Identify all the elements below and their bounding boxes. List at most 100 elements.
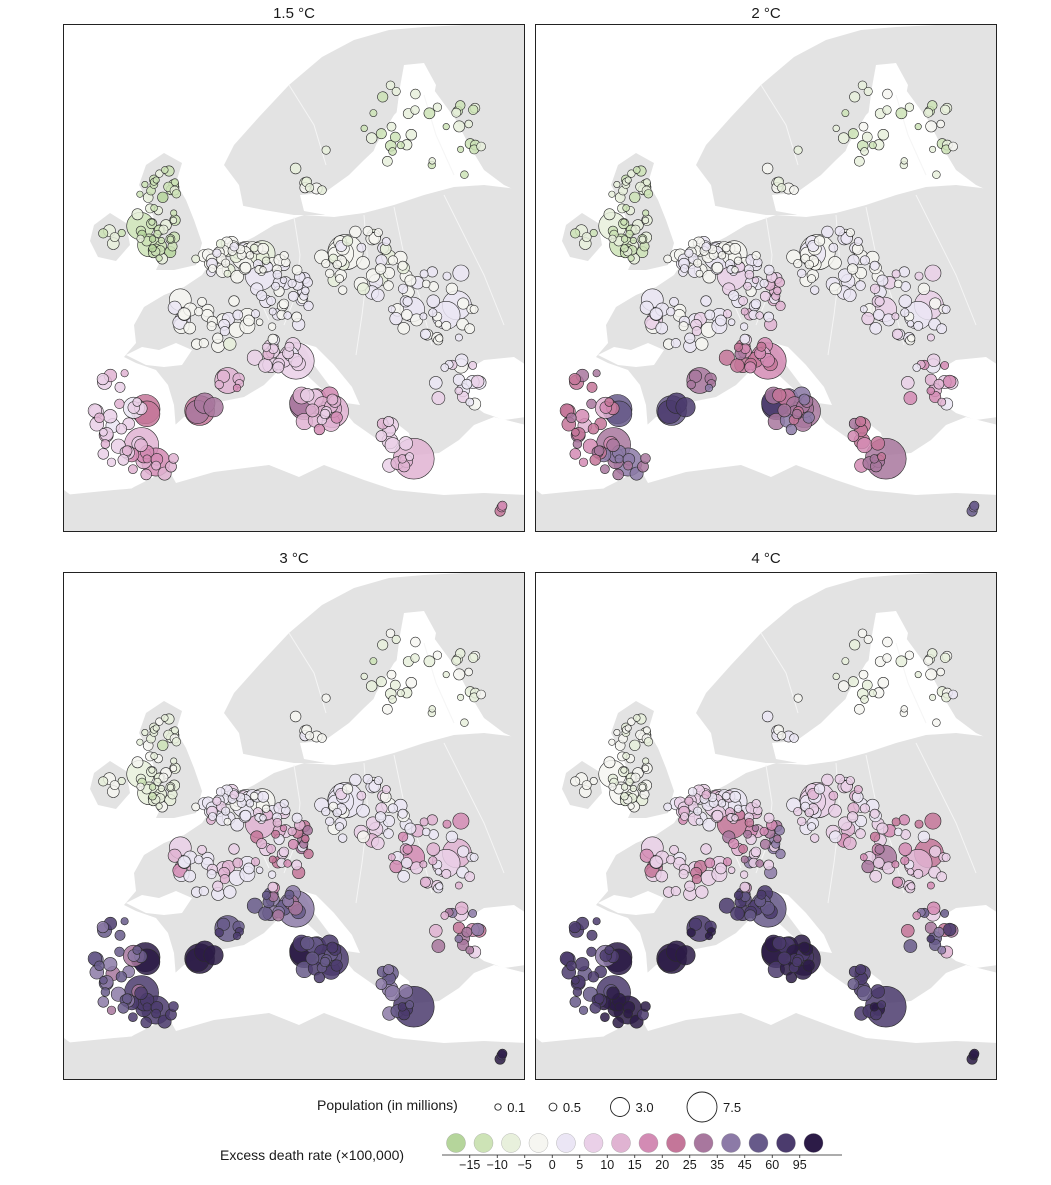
- rate-legend-tick-label: 35: [710, 1158, 724, 1170]
- city-marker: [834, 226, 845, 237]
- city-marker: [627, 169, 636, 178]
- city-marker: [904, 650, 915, 660]
- city-marker: [232, 309, 244, 321]
- city-marker: [121, 445, 133, 456]
- city-marker: [356, 804, 370, 818]
- city-marker: [575, 957, 590, 972]
- city-marker: [907, 334, 916, 343]
- city-marker: [388, 147, 397, 156]
- city-marker: [693, 258, 703, 268]
- city-marker: [855, 280, 866, 291]
- city-marker: [773, 286, 782, 295]
- city-marker: [948, 141, 958, 152]
- city-marker: [643, 178, 651, 186]
- baltic-sea: [772, 691, 871, 763]
- population-legend: 0.1 0.5 3.0 7.5: [494, 1091, 741, 1123]
- rate-legend-tick-label: 95: [793, 1158, 807, 1170]
- city-marker: [468, 104, 479, 115]
- city-marker: [366, 132, 378, 144]
- city-marker: [750, 298, 762, 310]
- city-marker: [383, 828, 394, 839]
- city-marker: [744, 361, 757, 374]
- map-panel-2: [535, 24, 997, 532]
- city-marker: [428, 157, 436, 165]
- city-marker: [366, 680, 378, 692]
- city-marker: [219, 326, 230, 337]
- city-marker: [442, 671, 450, 679]
- city-marker: [279, 251, 289, 261]
- city-marker: [383, 416, 394, 427]
- city-marker: [194, 855, 204, 865]
- city-marker: [465, 945, 475, 955]
- city-marker: [777, 183, 787, 193]
- city-marker: [300, 388, 315, 403]
- city-marker: [198, 338, 209, 349]
- city-marker: [391, 634, 401, 644]
- city-marker: [868, 689, 877, 698]
- city-marker: [589, 777, 598, 786]
- city-marker: [177, 307, 191, 321]
- city-marker: [566, 412, 577, 423]
- city-marker: [302, 825, 313, 836]
- city-marker: [457, 297, 470, 310]
- city-marker: [901, 924, 915, 938]
- city-marker: [465, 397, 475, 407]
- landmass-africa: [536, 1015, 996, 1079]
- city-marker: [627, 254, 635, 262]
- population-legend-circle: [548, 1102, 558, 1112]
- city-marker: [371, 288, 385, 302]
- city-marker: [402, 844, 413, 855]
- city-marker: [422, 827, 431, 837]
- city-marker: [914, 123, 922, 131]
- city-marker: [838, 132, 850, 144]
- city-marker: [625, 229, 634, 238]
- city-marker: [419, 328, 431, 340]
- city-marker: [675, 397, 696, 418]
- city-marker: [239, 261, 252, 274]
- city-marker: [798, 941, 811, 954]
- city-marker: [155, 169, 164, 178]
- city-marker: [442, 123, 450, 131]
- city-marker: [775, 848, 786, 860]
- city-marker: [385, 628, 396, 638]
- city-marker: [140, 468, 152, 481]
- rate-legend-label: Excess death rate (×100,000): [220, 1147, 405, 1163]
- city-marker: [715, 862, 727, 875]
- city-marker: [589, 454, 601, 466]
- city-marker: [917, 282, 931, 296]
- city-marker: [150, 204, 158, 212]
- city-marker: [134, 438, 148, 452]
- city-marker: [870, 283, 881, 294]
- city-marker: [375, 128, 387, 140]
- city-marker: [913, 320, 924, 331]
- city-marker: [581, 780, 592, 790]
- city-marker: [266, 296, 276, 306]
- city-marker: [727, 866, 736, 874]
- rate-legend-tick-label: 20: [655, 1158, 669, 1170]
- baltic-sea: [772, 143, 871, 215]
- city-marker: [838, 680, 850, 692]
- city-marker: [589, 1002, 601, 1014]
- city-marker: [157, 739, 169, 751]
- city-marker: [969, 1048, 980, 1059]
- city-marker: [578, 1005, 589, 1015]
- city-marker: [109, 780, 120, 790]
- city-marker: [229, 790, 239, 800]
- city-marker: [689, 917, 703, 931]
- city-marker: [255, 318, 264, 326]
- city-marker: [940, 361, 950, 370]
- city-marker: [568, 921, 581, 934]
- city-marker: [397, 322, 410, 335]
- city-marker: [856, 985, 873, 1002]
- city-marker: [688, 787, 698, 797]
- city-marker: [761, 710, 774, 723]
- city-marker: [898, 266, 910, 278]
- city-marker: [593, 445, 605, 456]
- city-marker: [572, 987, 583, 997]
- city-marker: [702, 270, 716, 284]
- city-marker: [103, 409, 118, 424]
- city-marker: [828, 790, 839, 801]
- city-marker: [638, 235, 647, 243]
- city-marker: [759, 278, 769, 288]
- city-marker: [666, 307, 676, 317]
